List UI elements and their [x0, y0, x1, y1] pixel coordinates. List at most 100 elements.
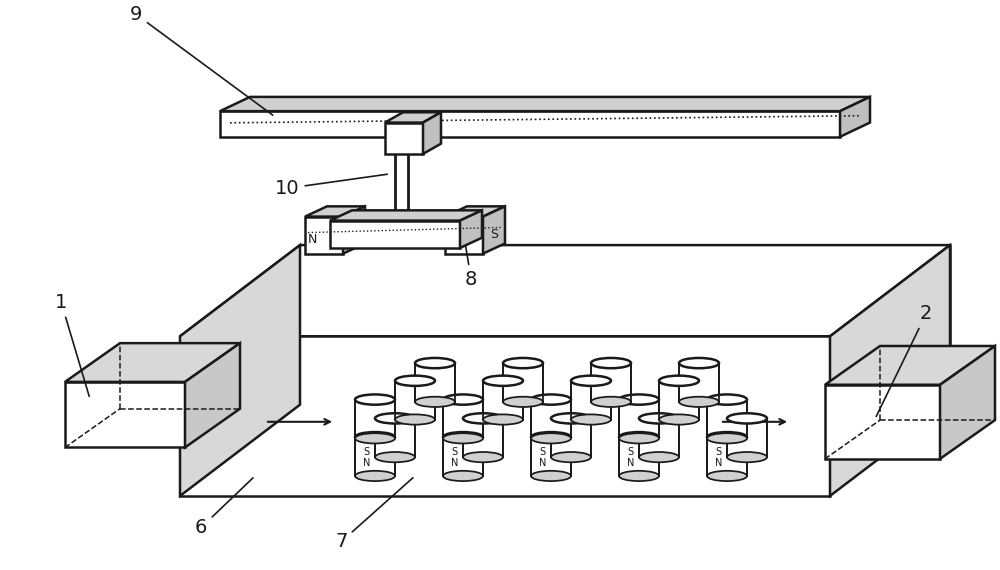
Polygon shape: [727, 418, 767, 457]
Ellipse shape: [503, 358, 543, 368]
Polygon shape: [343, 206, 365, 254]
Text: S: S: [715, 447, 721, 457]
Ellipse shape: [619, 432, 659, 442]
Ellipse shape: [415, 397, 455, 407]
Ellipse shape: [551, 413, 591, 424]
Text: S: S: [539, 447, 545, 457]
Polygon shape: [840, 97, 870, 137]
Text: 7: 7: [335, 478, 413, 551]
Text: 1: 1: [55, 293, 89, 396]
Ellipse shape: [503, 397, 543, 407]
Polygon shape: [423, 112, 441, 154]
Ellipse shape: [679, 358, 719, 368]
Polygon shape: [300, 245, 950, 405]
Polygon shape: [395, 381, 435, 420]
Polygon shape: [940, 346, 995, 459]
Ellipse shape: [551, 452, 591, 462]
Ellipse shape: [355, 432, 395, 442]
Polygon shape: [825, 385, 940, 459]
Polygon shape: [619, 437, 659, 476]
Ellipse shape: [531, 394, 571, 405]
Text: 10: 10: [275, 174, 387, 198]
Ellipse shape: [395, 376, 435, 386]
Ellipse shape: [639, 413, 679, 424]
Polygon shape: [591, 363, 631, 402]
Ellipse shape: [659, 376, 699, 386]
Ellipse shape: [619, 394, 659, 405]
Text: 2: 2: [876, 304, 932, 417]
Ellipse shape: [707, 471, 747, 481]
Ellipse shape: [395, 414, 435, 425]
Text: N: N: [627, 458, 634, 469]
Ellipse shape: [443, 432, 483, 442]
Polygon shape: [443, 400, 483, 438]
Polygon shape: [443, 437, 483, 476]
Ellipse shape: [707, 394, 747, 405]
Ellipse shape: [355, 471, 395, 481]
Text: S: S: [627, 447, 633, 457]
Ellipse shape: [443, 433, 483, 443]
Polygon shape: [707, 400, 747, 438]
Ellipse shape: [483, 376, 523, 386]
Polygon shape: [531, 437, 571, 476]
Polygon shape: [830, 245, 950, 496]
Ellipse shape: [463, 452, 503, 462]
Ellipse shape: [619, 433, 659, 443]
Polygon shape: [415, 363, 455, 402]
Polygon shape: [639, 418, 679, 457]
Polygon shape: [483, 381, 523, 420]
Text: N: N: [539, 458, 546, 469]
Ellipse shape: [619, 471, 659, 481]
Polygon shape: [385, 123, 423, 154]
Polygon shape: [571, 381, 611, 420]
Polygon shape: [330, 210, 482, 221]
Ellipse shape: [355, 394, 395, 405]
Text: N: N: [715, 458, 722, 469]
Ellipse shape: [727, 452, 767, 462]
Text: S: S: [490, 228, 498, 241]
Ellipse shape: [639, 452, 679, 462]
Ellipse shape: [531, 432, 571, 442]
Polygon shape: [305, 206, 365, 217]
Polygon shape: [375, 418, 415, 457]
Ellipse shape: [531, 471, 571, 481]
Polygon shape: [180, 245, 950, 336]
Ellipse shape: [415, 358, 455, 368]
Polygon shape: [180, 336, 830, 496]
Polygon shape: [305, 217, 343, 254]
Text: N: N: [363, 458, 370, 469]
Text: S: S: [451, 447, 457, 457]
Polygon shape: [65, 382, 185, 447]
Polygon shape: [355, 437, 395, 476]
Text: 6: 6: [195, 478, 253, 537]
Polygon shape: [503, 363, 543, 402]
Ellipse shape: [679, 397, 719, 407]
Text: N: N: [451, 458, 458, 469]
Ellipse shape: [531, 433, 571, 443]
Polygon shape: [65, 343, 240, 382]
Ellipse shape: [591, 397, 631, 407]
Ellipse shape: [571, 376, 611, 386]
Polygon shape: [463, 418, 503, 457]
Ellipse shape: [375, 452, 415, 462]
Polygon shape: [707, 437, 747, 476]
Polygon shape: [460, 210, 482, 248]
Ellipse shape: [375, 413, 415, 424]
Ellipse shape: [355, 433, 395, 443]
Polygon shape: [531, 400, 571, 438]
Polygon shape: [385, 112, 441, 123]
Polygon shape: [330, 221, 460, 248]
Polygon shape: [185, 343, 240, 447]
Polygon shape: [445, 217, 483, 254]
Polygon shape: [483, 206, 505, 254]
Text: S: S: [363, 447, 369, 457]
Ellipse shape: [443, 394, 483, 405]
Ellipse shape: [483, 414, 523, 425]
Polygon shape: [180, 245, 300, 496]
Polygon shape: [220, 97, 870, 111]
Ellipse shape: [463, 413, 503, 424]
Polygon shape: [355, 400, 395, 438]
Ellipse shape: [727, 413, 767, 424]
Polygon shape: [659, 381, 699, 420]
Ellipse shape: [659, 414, 699, 425]
